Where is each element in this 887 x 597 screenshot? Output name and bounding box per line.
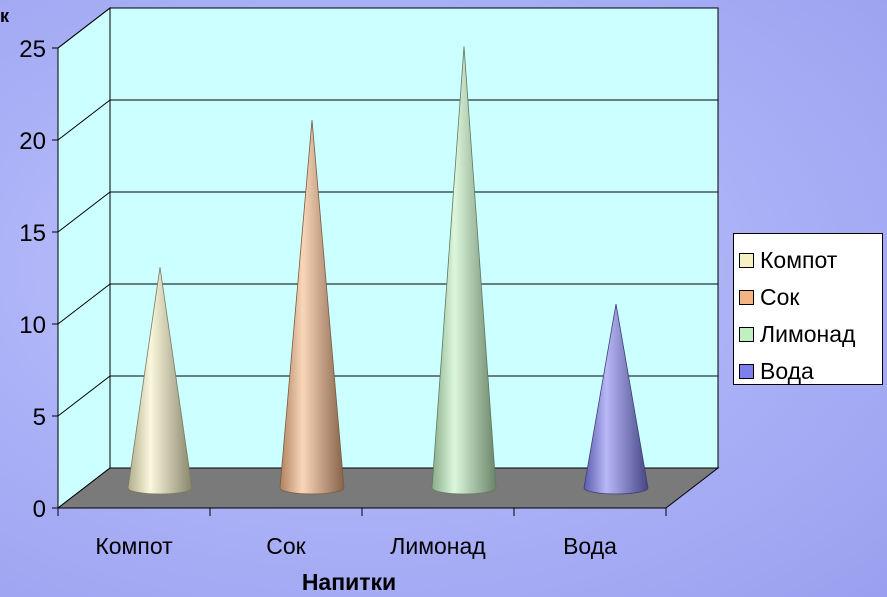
x-tick-label: Компот [95,533,173,559]
x-tick-label: Сок [266,533,306,559]
y-tick-label: 10 [19,312,46,339]
gridline-side [57,7,111,49]
x-axis-ticks [57,508,667,516]
cone [583,303,649,495]
legend-label: Сок [760,284,800,310]
legend-item: Лимонад [739,316,882,353]
gridline-side [57,283,111,325]
y-axis-ticks: 0 5 10 15 20 25 [19,36,58,523]
cone-body [431,46,497,495]
legend: Компот Сок Лимонад Вода [733,233,883,385]
x-axis-labels: Компот Сок Лимонад Вода [95,533,617,559]
cone [279,119,345,495]
legend-swatch-sok [739,290,754,305]
gridline-side [57,375,111,417]
y-tick-label: 15 [19,220,46,247]
cones [127,46,649,495]
legend-swatch-kompot [739,253,754,268]
legend-label: Компот [760,247,838,273]
legend-label: Вода [760,358,814,384]
gridline-side [57,191,111,233]
legend-item: Компот [739,242,882,279]
legend-swatch-limonad [739,327,754,342]
x-tick-label: Лимонад [390,533,486,559]
cone-body [279,119,345,495]
y-tick-label: 0 [33,496,46,523]
side-wall [57,6,111,510]
x-axis-title: Напитки [302,569,396,595]
gridline-side [57,99,111,141]
x-tick-label: Вода [563,533,617,559]
y-axis-title-fragment: к [0,6,10,26]
cone-body [127,267,193,495]
cone [431,46,497,495]
y-tick-label: 20 [19,128,46,155]
legend-label: Лимонад [760,321,856,347]
y-tick-label: 5 [33,404,46,431]
cone-body [583,303,649,495]
cone [127,267,193,495]
legend-item: Сок [739,279,882,316]
gridlines [57,7,718,417]
y-tick-label: 25 [19,36,46,63]
legend-swatch-voda [739,364,754,379]
legend-item: Вода [739,353,882,390]
